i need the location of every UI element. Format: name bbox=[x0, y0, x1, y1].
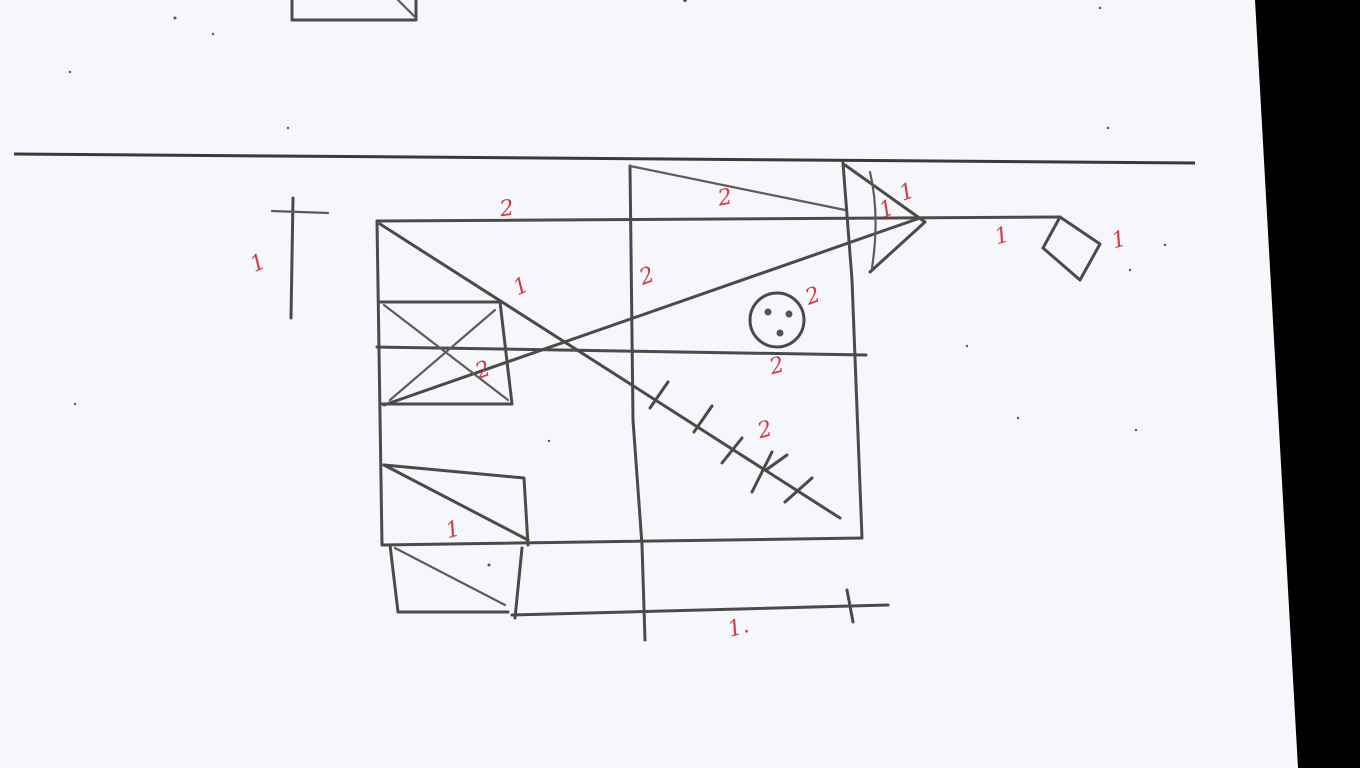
bottom-box-diagonal bbox=[393, 546, 507, 607]
tag-shape bbox=[1041, 215, 1102, 282]
hatch-mark bbox=[692, 404, 714, 434]
horizontal-rule-line bbox=[13, 152, 1196, 165]
center-vertical-line bbox=[628, 164, 647, 642]
annotation-numeral: 1 bbox=[1109, 226, 1129, 254]
top-box-diagonal bbox=[396, 0, 418, 20]
hatch-mark bbox=[750, 450, 774, 494]
top-box-outline bbox=[290, 0, 418, 22]
right-upper-wall bbox=[841, 161, 854, 282]
socket-circle bbox=[748, 291, 806, 349]
annotation-numeral: 2 bbox=[754, 416, 775, 444]
cone-inner-curve bbox=[868, 170, 877, 270]
lower-wedge-outline bbox=[382, 463, 530, 547]
hatch-mark bbox=[764, 453, 789, 472]
bottom-box-right-wall bbox=[513, 546, 524, 620]
annotation-numeral: 2 bbox=[715, 185, 734, 212]
paper-sheet bbox=[0, 0, 1298, 768]
main-sketch bbox=[375, 161, 1102, 642]
socket-pin bbox=[785, 310, 793, 318]
top-sloped-line bbox=[628, 164, 847, 212]
hatch-mark bbox=[783, 476, 814, 504]
left-dimension-tick bbox=[270, 209, 330, 215]
annotation-numeral: 2 bbox=[766, 352, 787, 380]
top-edge-line bbox=[375, 215, 1062, 223]
left-dimension-mark bbox=[270, 196, 330, 320]
top-partial-sketch bbox=[290, 0, 418, 22]
lower-wedge-line-a bbox=[382, 463, 530, 542]
left-box-diagonal-b bbox=[388, 308, 497, 402]
hatch-mark bbox=[720, 436, 744, 465]
scan-specks bbox=[68, 0, 1167, 567]
socket-pin bbox=[776, 329, 784, 337]
left-dimension-vertical bbox=[289, 196, 295, 320]
middle-horizontal-line bbox=[375, 345, 868, 357]
socket-pin bbox=[764, 308, 772, 316]
annotation-numeral: 2 bbox=[497, 196, 515, 223]
hatch-mark bbox=[648, 380, 670, 410]
bottom-dimension-line bbox=[510, 603, 890, 617]
annotation-numeral: 1 bbox=[992, 222, 1012, 250]
left-box-outline bbox=[378, 300, 514, 406]
main-outline bbox=[375, 219, 864, 547]
annotation-numeral: 1 bbox=[443, 516, 463, 544]
bottom-dimension-tick bbox=[845, 588, 855, 624]
bottom-box-outline bbox=[388, 543, 510, 614]
